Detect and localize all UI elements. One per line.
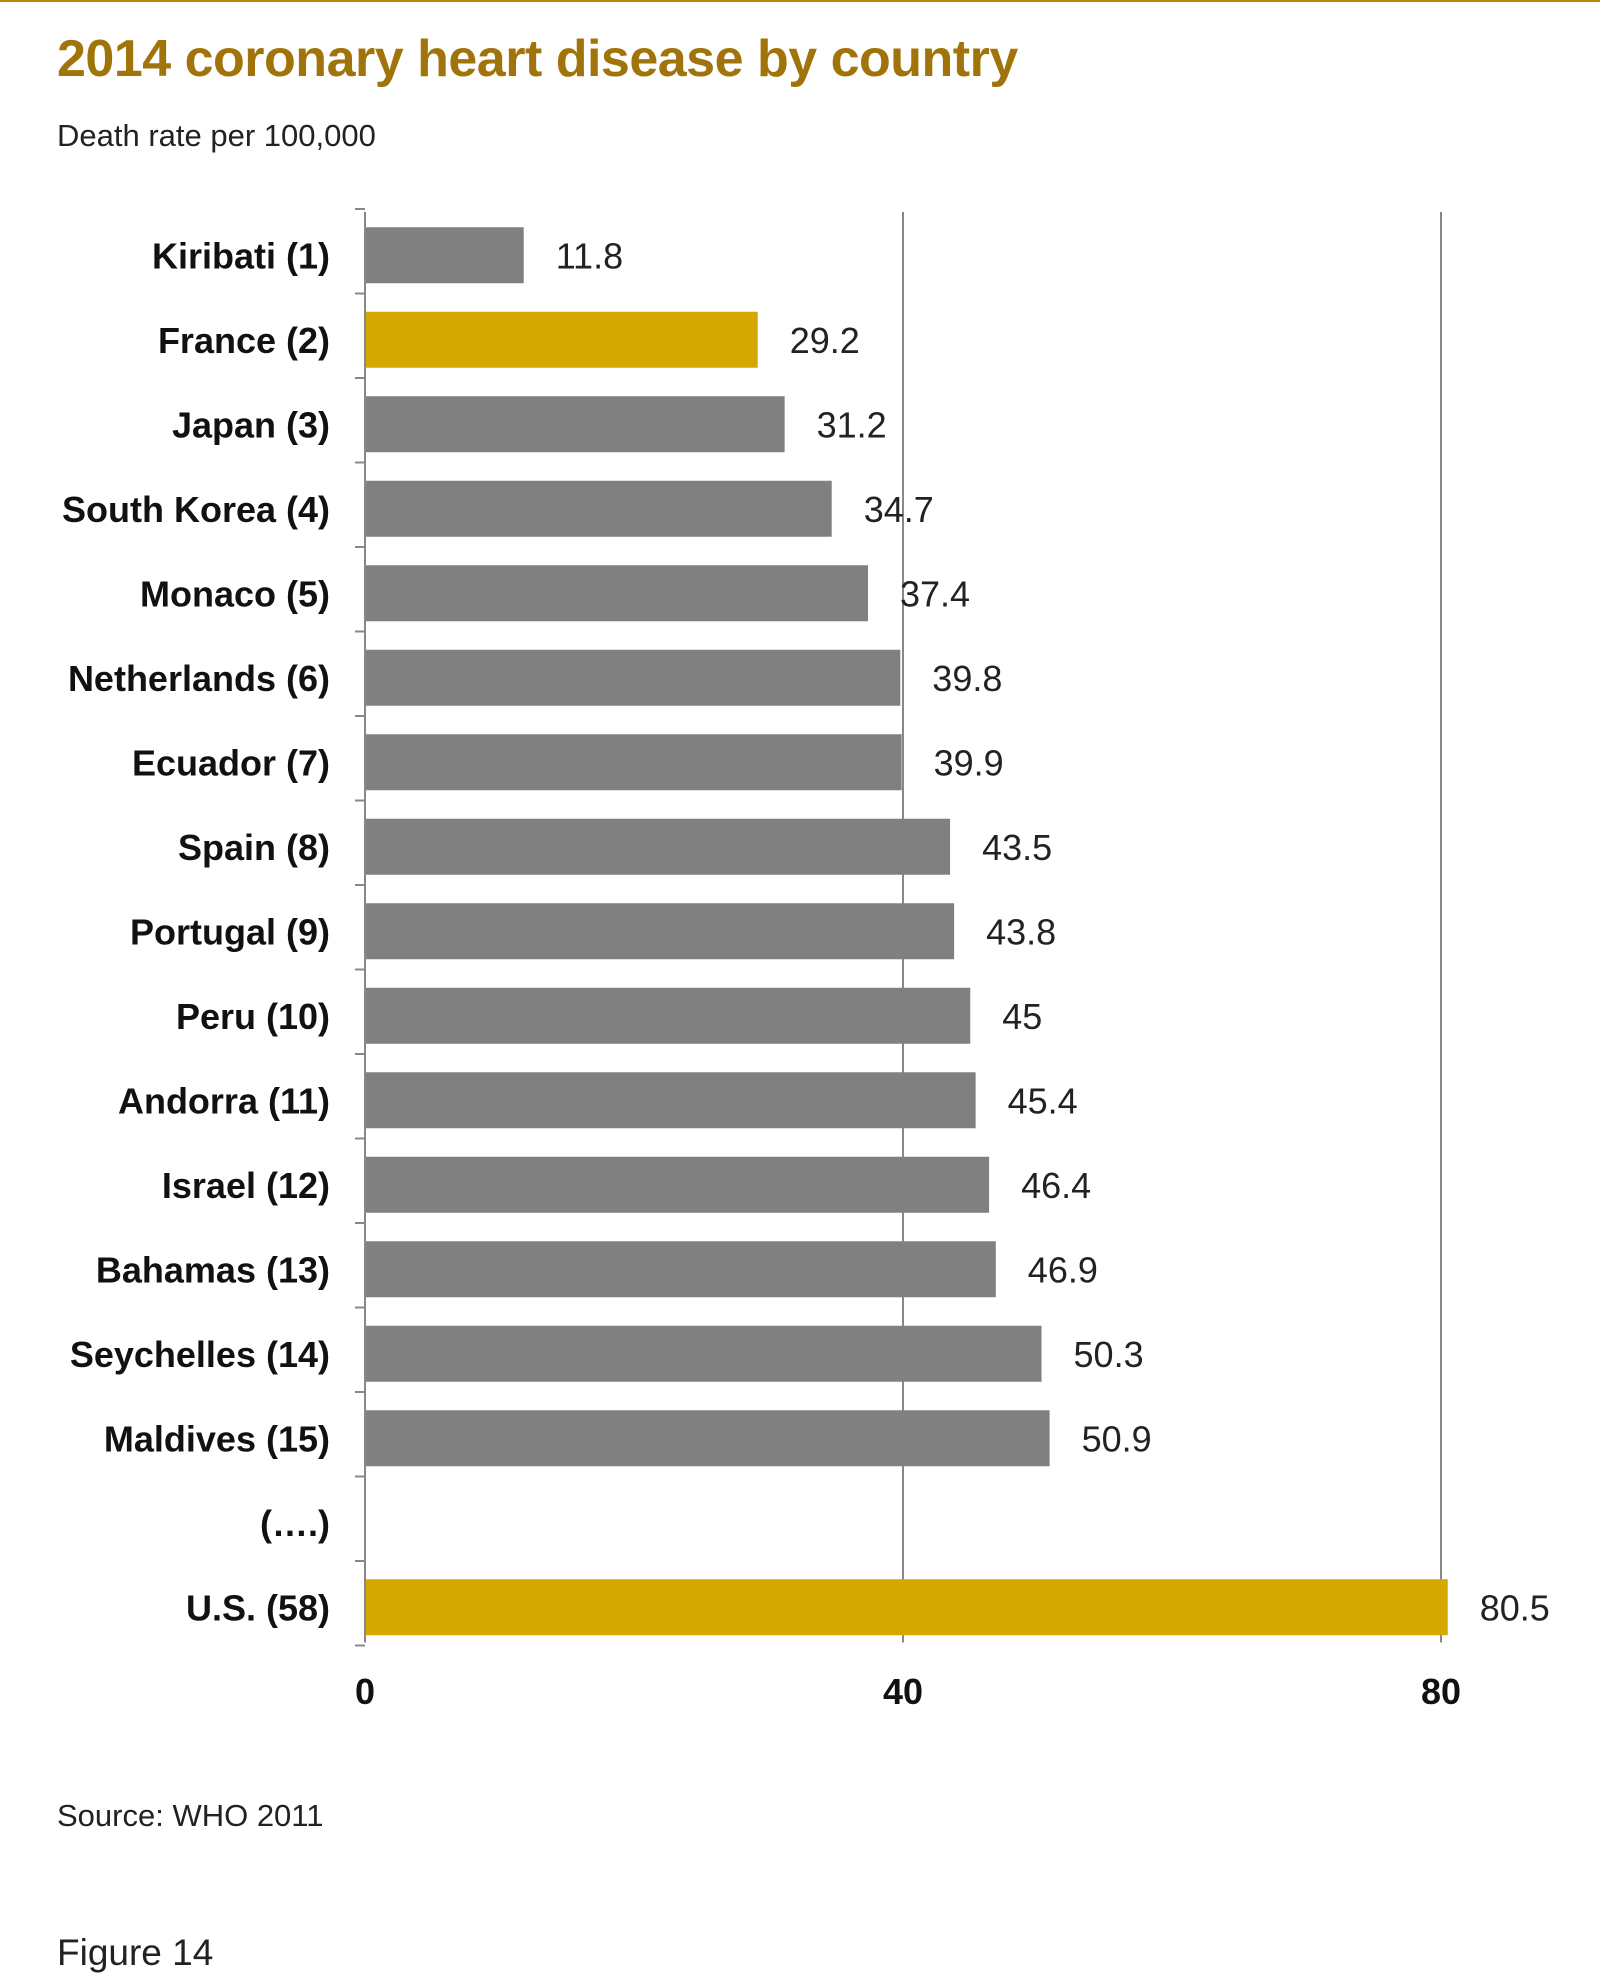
- data-label: 45: [1002, 996, 1042, 1037]
- category-label: Maldives (15): [104, 1418, 330, 1459]
- category-label: Bahamas (13): [96, 1249, 330, 1290]
- category-label: Peru (10): [176, 996, 330, 1037]
- bar: [365, 649, 901, 706]
- figure-label: Figure 14: [57, 1932, 214, 1973]
- bar: [365, 480, 832, 537]
- category-label: Netherlands (6): [68, 658, 330, 699]
- bar: [365, 1410, 1050, 1467]
- bar: [365, 1325, 1042, 1382]
- category-label: Seychelles (14): [70, 1334, 330, 1375]
- data-label: 39.8: [932, 658, 1002, 699]
- source-note: Source: WHO 2011: [57, 1798, 324, 1833]
- category-label: Spain (8): [178, 827, 330, 868]
- bar: [365, 1241, 996, 1298]
- category-label: Ecuador (7): [132, 742, 330, 783]
- bar: [365, 1579, 1448, 1636]
- bar: [365, 818, 951, 875]
- category-label: Israel (12): [162, 1165, 330, 1206]
- data-label: 45.4: [1008, 1080, 1078, 1121]
- category-label: South Korea (4): [62, 489, 330, 530]
- x-tick-label: 80: [1421, 1671, 1461, 1712]
- chart-title: 2014 coronary heart disease by country: [57, 30, 1018, 88]
- category-label: Andorra (11): [118, 1080, 330, 1121]
- x-tick-label: 0: [355, 1671, 375, 1712]
- category-label: Portugal (9): [130, 911, 330, 952]
- data-label: 46.4: [1021, 1165, 1091, 1206]
- data-label: 11.8: [556, 235, 623, 276]
- bar: [365, 1072, 976, 1129]
- category-label: France (2): [158, 320, 330, 361]
- bar: [365, 565, 869, 622]
- bar: [365, 1156, 990, 1213]
- bar: [365, 903, 955, 960]
- data-label: 39.9: [934, 742, 1004, 783]
- category-label: (….): [260, 1503, 330, 1544]
- data-label: 31.2: [817, 404, 887, 445]
- data-label: 43.8: [986, 911, 1056, 952]
- category-label: Japan (3): [172, 404, 330, 445]
- bar: [365, 734, 902, 791]
- bar: [365, 227, 524, 284]
- bar-chart: Kiribati (1) 11.8 France (2) 29.2 Japan (3) 3…: [62, 208, 1550, 1712]
- top-rule: [0, 0, 1600, 2]
- data-label: 34.7: [864, 489, 934, 530]
- bar: [365, 311, 758, 368]
- data-label: 37.4: [900, 573, 970, 614]
- category-label: U.S. (58): [186, 1587, 330, 1628]
- data-label: 46.9: [1028, 1249, 1098, 1290]
- category-label: Kiribati (1): [152, 235, 330, 276]
- bar: [365, 396, 785, 453]
- data-label: 29.2: [790, 320, 860, 361]
- data-label: 50.9: [1082, 1418, 1152, 1459]
- data-label: 50.3: [1074, 1334, 1144, 1375]
- data-label: 80.5: [1480, 1587, 1550, 1628]
- category-label: Monaco (5): [140, 573, 330, 614]
- data-label: 43.5: [982, 827, 1052, 868]
- x-tick-label: 40: [883, 1671, 923, 1712]
- bar: [365, 987, 971, 1044]
- chart-subtitle: Death rate per 100,000: [57, 118, 376, 153]
